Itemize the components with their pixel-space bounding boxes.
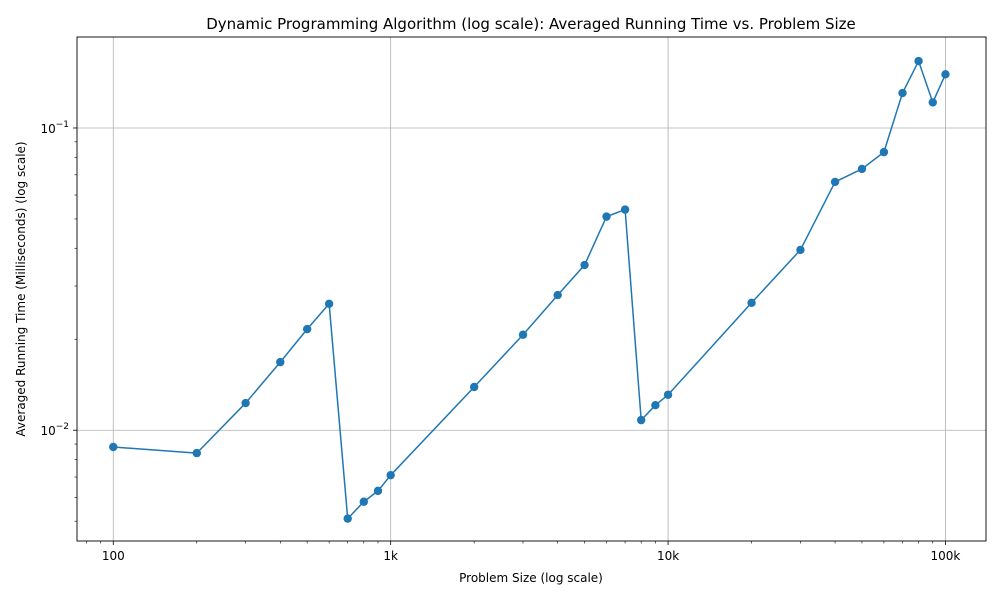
data-point <box>343 514 352 523</box>
major-ticks <box>73 127 946 545</box>
data-point <box>553 290 562 300</box>
data-point <box>914 56 923 66</box>
x-tick-label: 100k <box>931 549 961 563</box>
data-point <box>602 212 611 221</box>
data-point <box>109 442 118 452</box>
data-point <box>898 88 907 98</box>
x-axis-label: Problem Size (log scale) <box>459 571 603 585</box>
data-point <box>276 357 285 367</box>
y-tick-labels: 10−210−1 <box>40 120 69 438</box>
y-tick-label: 10−2 <box>40 422 69 438</box>
data-point <box>747 298 756 307</box>
data-point <box>580 260 589 270</box>
x-tick-label: 100 <box>102 549 125 563</box>
y-tick-label-exponent: −1 <box>56 120 69 130</box>
data-point <box>241 398 250 408</box>
data-point <box>620 205 630 214</box>
data-point <box>302 324 312 334</box>
y-axis-label: Averaged Running Time (Milliseconds) (lo… <box>14 141 28 436</box>
y-tick-label: 10−1 <box>40 120 69 136</box>
data-point <box>651 400 660 410</box>
data-point <box>879 147 889 157</box>
data-point <box>324 299 334 308</box>
series-markers <box>109 56 950 523</box>
data-point <box>192 448 201 458</box>
data-point <box>359 497 368 506</box>
data-point <box>386 470 395 480</box>
series-lines <box>113 60 947 520</box>
grid <box>77 37 986 541</box>
data-point <box>373 486 383 496</box>
data-point <box>941 70 950 79</box>
data-point <box>857 164 867 174</box>
minor-ticks <box>74 141 934 544</box>
chart-title: Dynamic Programming Algorithm (log scale… <box>206 15 856 33</box>
y-tick-label-exponent: −2 <box>56 422 69 432</box>
data-point <box>469 382 479 392</box>
x-tick-label: 10k <box>657 549 679 563</box>
data-point <box>518 330 528 339</box>
x-tick-labels: 100 1k 10k 100k <box>102 549 961 563</box>
y-tick-label-base: 10 <box>40 424 55 438</box>
data-point <box>663 390 673 399</box>
plot-area-frame <box>76 36 987 542</box>
data-point <box>796 245 805 255</box>
series-line <box>113 60 947 520</box>
y-tick-label-base: 10 <box>40 122 55 136</box>
data-point <box>830 177 840 187</box>
x-tick-label: 1k <box>383 549 398 563</box>
data-point <box>928 98 937 107</box>
data-point <box>636 415 646 425</box>
